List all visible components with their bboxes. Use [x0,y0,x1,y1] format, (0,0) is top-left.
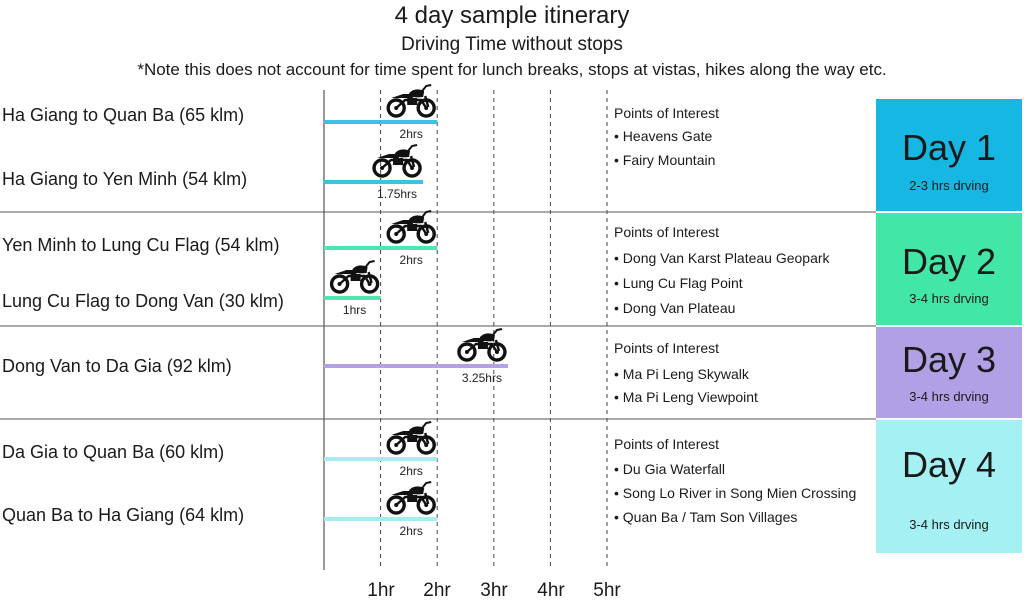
route-duration-label: 3.25hrs [462,371,502,385]
route-bar [324,246,438,250]
page-title: 4 day sample itinerary [394,2,630,29]
route-label: Lung Cu Flag to Dong Van (30 klm) [2,291,284,311]
route-duration-label: 2hrs [400,253,423,267]
route-duration-label: 1hrs [343,303,366,317]
poi-item: • Dong Van Plateau [614,300,736,316]
route-label: Ha Giang to Quan Ba (65 klm) [2,105,245,125]
day-title: Day 4 [901,444,997,485]
route-bar [324,180,424,184]
day-driving-time: 2-3 hrs drving [909,178,989,193]
route-duration-label: 2hrs [400,464,423,478]
x-tick-label: 4hr [537,580,565,601]
route-bar [324,296,381,300]
day-driving-time: 3-4 hrs drving [909,291,989,306]
poi-heading: Points of Interest [614,340,720,356]
route-label: Da Gia to Quan Ba (60 klm) [2,442,225,462]
route-bar [324,517,438,521]
motorcycle-icon [386,209,436,244]
poi-heading: Points of Interest [614,224,720,240]
poi-heading: Points of Interest [614,436,720,452]
poi-heading: Points of Interest [614,105,720,121]
day-2-box: Day 2 3-4 hrs drving [876,213,1022,325]
day-driving-time: 3-4 hrs drving [909,389,989,404]
motorcycle-icon [386,420,436,455]
poi-item: • Heavens Gate [614,128,713,144]
poi-item: • Du Gia Waterfall [614,461,725,477]
day-3-box: Day 3 3-4 hrs drving [876,327,1022,418]
x-tick-label: 5hr [593,580,621,601]
route-label: Yen Minh to Lung Cu Flag (54 klm) [2,235,280,255]
day-title: Day 3 [901,339,997,380]
motorcycle-icon [329,259,380,294]
day-driving-time: 3-4 hrs drving [909,517,989,532]
poi-item: • Ma Pi Leng Skywalk [614,366,749,382]
x-tick-label: 2hr [423,580,451,601]
day-title: Day 1 [901,127,997,168]
route-label: Quan Ba to Ha Giang (64 klm) [2,505,245,525]
route-duration-label: 2hrs [400,127,423,141]
route-bar [324,364,508,368]
page-subtitle: Driving Time without stops [401,34,623,55]
route-duration-label: 2hrs [400,524,423,538]
poi-item: • Dong Van Karst Plateau Geopark [614,250,830,266]
poi-item: • Ma Pi Leng Viewpoint [614,389,758,405]
poi-item: • Lung Cu Flag Point [614,275,743,291]
day-4-box: Day 4 3-4 hrs drving [876,420,1022,553]
day-1-box: Day 1 2-3 hrs drving [876,99,1022,211]
motorcycle-icon [386,480,436,515]
route-label: Dong Van to Da Gia (92 klm) [2,356,232,376]
x-tick-label: 1hr [367,580,395,601]
page-note: *Note this does not account for time spe… [137,60,887,79]
motorcycle-icon [457,327,507,362]
x-tick-label: 3hr [480,580,508,601]
route-bar [324,120,438,124]
route-label: Ha Giang to Yen Minh (54 klm) [2,169,248,189]
poi-item: • Quan Ba / Tam Son Villages [614,509,798,525]
poi-item: • Fairy Mountain [614,152,716,168]
day-title: Day 2 [901,241,997,282]
route-bar [324,457,438,461]
poi-item: • Song Lo River in Song Mien Crossing [614,485,857,501]
route-duration-label: 1.75hrs [377,187,417,201]
motorcycle-icon [386,83,436,118]
